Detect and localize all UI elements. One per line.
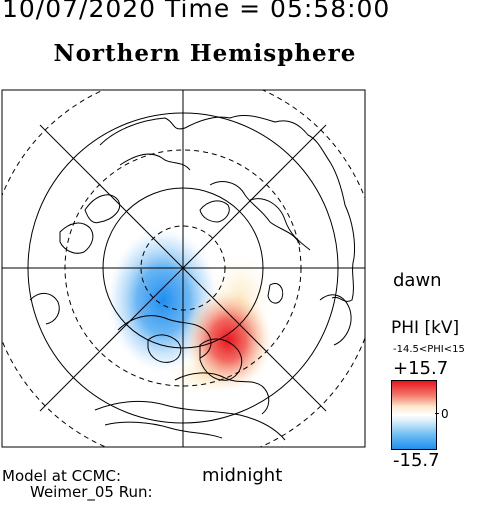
colorbar <box>391 380 437 450</box>
datetime-label: 10/07/2020 Time = 05:58:00 <box>2 0 391 23</box>
meridian-diagonal-2 <box>39 124 327 412</box>
colorbar-quantity-label: PHI [kV] <box>391 318 460 338</box>
map-frame <box>1 89 366 448</box>
positive-potential-cell <box>183 288 273 392</box>
dawn-label: dawn <box>393 270 442 291</box>
midnight-label: midnight <box>202 465 283 486</box>
colorbar-range-label: -14.5<PHI<15 <box>393 344 465 355</box>
coastlines <box>29 115 355 441</box>
colorbar-zero-tick <box>435 413 439 414</box>
model-label: Model at CCMC: <box>2 467 122 485</box>
polar-grid <box>2 90 365 447</box>
run-label: Weimer_05 Run: <box>30 483 153 501</box>
colorbar-max-label: +15.7 <box>393 358 449 379</box>
page-title: Northern Hemisphere <box>53 40 357 67</box>
colorbar-min-label: -15.7 <box>393 450 440 471</box>
colorbar-zero-label: 0 <box>441 407 449 421</box>
